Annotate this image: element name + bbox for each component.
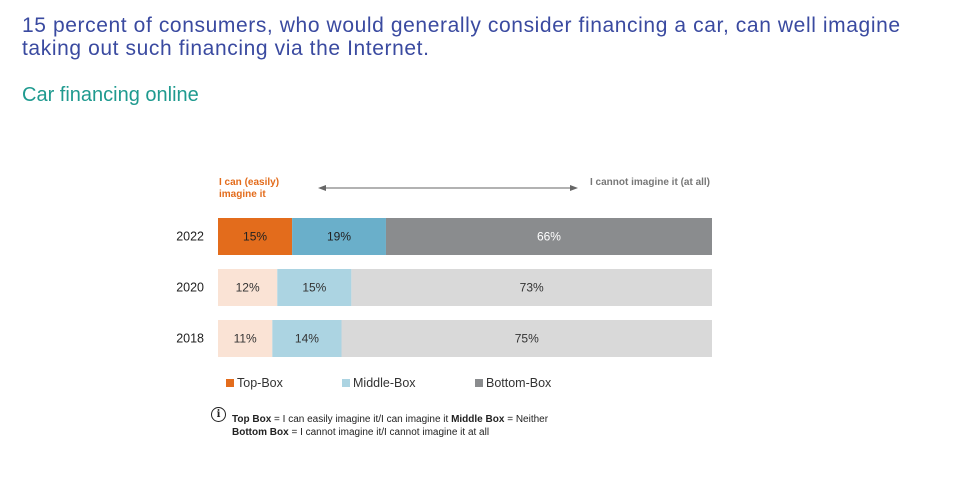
data-label-top-box-2018: 11% — [234, 332, 257, 346]
legend-item-bottom-box: Bottom-Box — [475, 376, 551, 390]
data-label-top-box-2022: 15% — [243, 230, 267, 244]
legend-item-middle-box: Middle-Box — [342, 376, 416, 390]
data-label-bottom-box-2022: 66% — [537, 230, 561, 244]
data-label-middle-box-2022: 19% — [327, 230, 351, 244]
note-middle-box-def: = Neither — [504, 414, 549, 425]
bar-bottom-box-2018 — [341, 320, 712, 357]
legend-label-bottom-box: Bottom-Box — [486, 376, 552, 390]
scale-left-label: I can (easily) imagine it — [219, 177, 280, 200]
bar-top-box-2022 — [218, 218, 293, 255]
legend-swatch-bottom-box — [475, 379, 483, 387]
note-bottom-box-term: Bottom Box — [232, 427, 289, 438]
data-label-top-box-2020: 12% — [236, 281, 260, 295]
info-icon: i — [211, 407, 226, 422]
bar-top-box-2018 — [218, 320, 273, 357]
legend-swatch-top-box — [226, 379, 234, 387]
bar-bottom-box-2022 — [385, 218, 712, 255]
bar-top-box-2020 — [218, 269, 278, 306]
note-top-box-def: = I can easily imagine it/I can imagine … — [271, 414, 452, 425]
legend-swatch-middle-box — [342, 379, 350, 387]
data-label-middle-box-2020: 15% — [302, 281, 326, 295]
note-middle-box-term: Middle Box — [451, 414, 505, 425]
chart-subtitle: Car financing online — [22, 84, 199, 106]
scale-right-label: I cannot imagine it (at all) — [590, 177, 711, 188]
definition-note: Top Box = I can easily imagine it/I can … — [232, 413, 752, 439]
bar-middle-box-2018 — [272, 320, 342, 357]
note-top-box-term: Top Box — [232, 414, 272, 425]
category-label-2020: 2020 — [176, 281, 204, 295]
double-arrow-icon — [318, 185, 578, 191]
bar-middle-box-2020 — [277, 269, 352, 306]
legend-item-top-box: Top-Box — [226, 376, 283, 390]
data-label-bottom-box-2020: 73% — [520, 281, 544, 295]
category-label-2022: 2022 — [176, 230, 204, 244]
headline: 15 percent of consumers, who would gener… — [22, 14, 901, 60]
legend-label-middle-box: Middle-Box — [353, 376, 416, 390]
legend-label-top-box: Top-Box — [237, 376, 283, 390]
data-label-bottom-box-2018: 75% — [515, 332, 539, 346]
category-label-2018: 2018 — [176, 332, 204, 346]
data-label-middle-box-2018: 14% — [295, 332, 319, 346]
bar-bottom-box-2020 — [351, 269, 712, 306]
stacked-bar-chart: 2022 15% 19% 66% 2020 12% 15% 73% 2018 11% 14% 75% — [176, 218, 712, 357]
note-bottom-box-def: = I cannot imagine it/I cannot imagine i… — [288, 427, 490, 438]
bar-middle-box-2022 — [292, 218, 386, 255]
